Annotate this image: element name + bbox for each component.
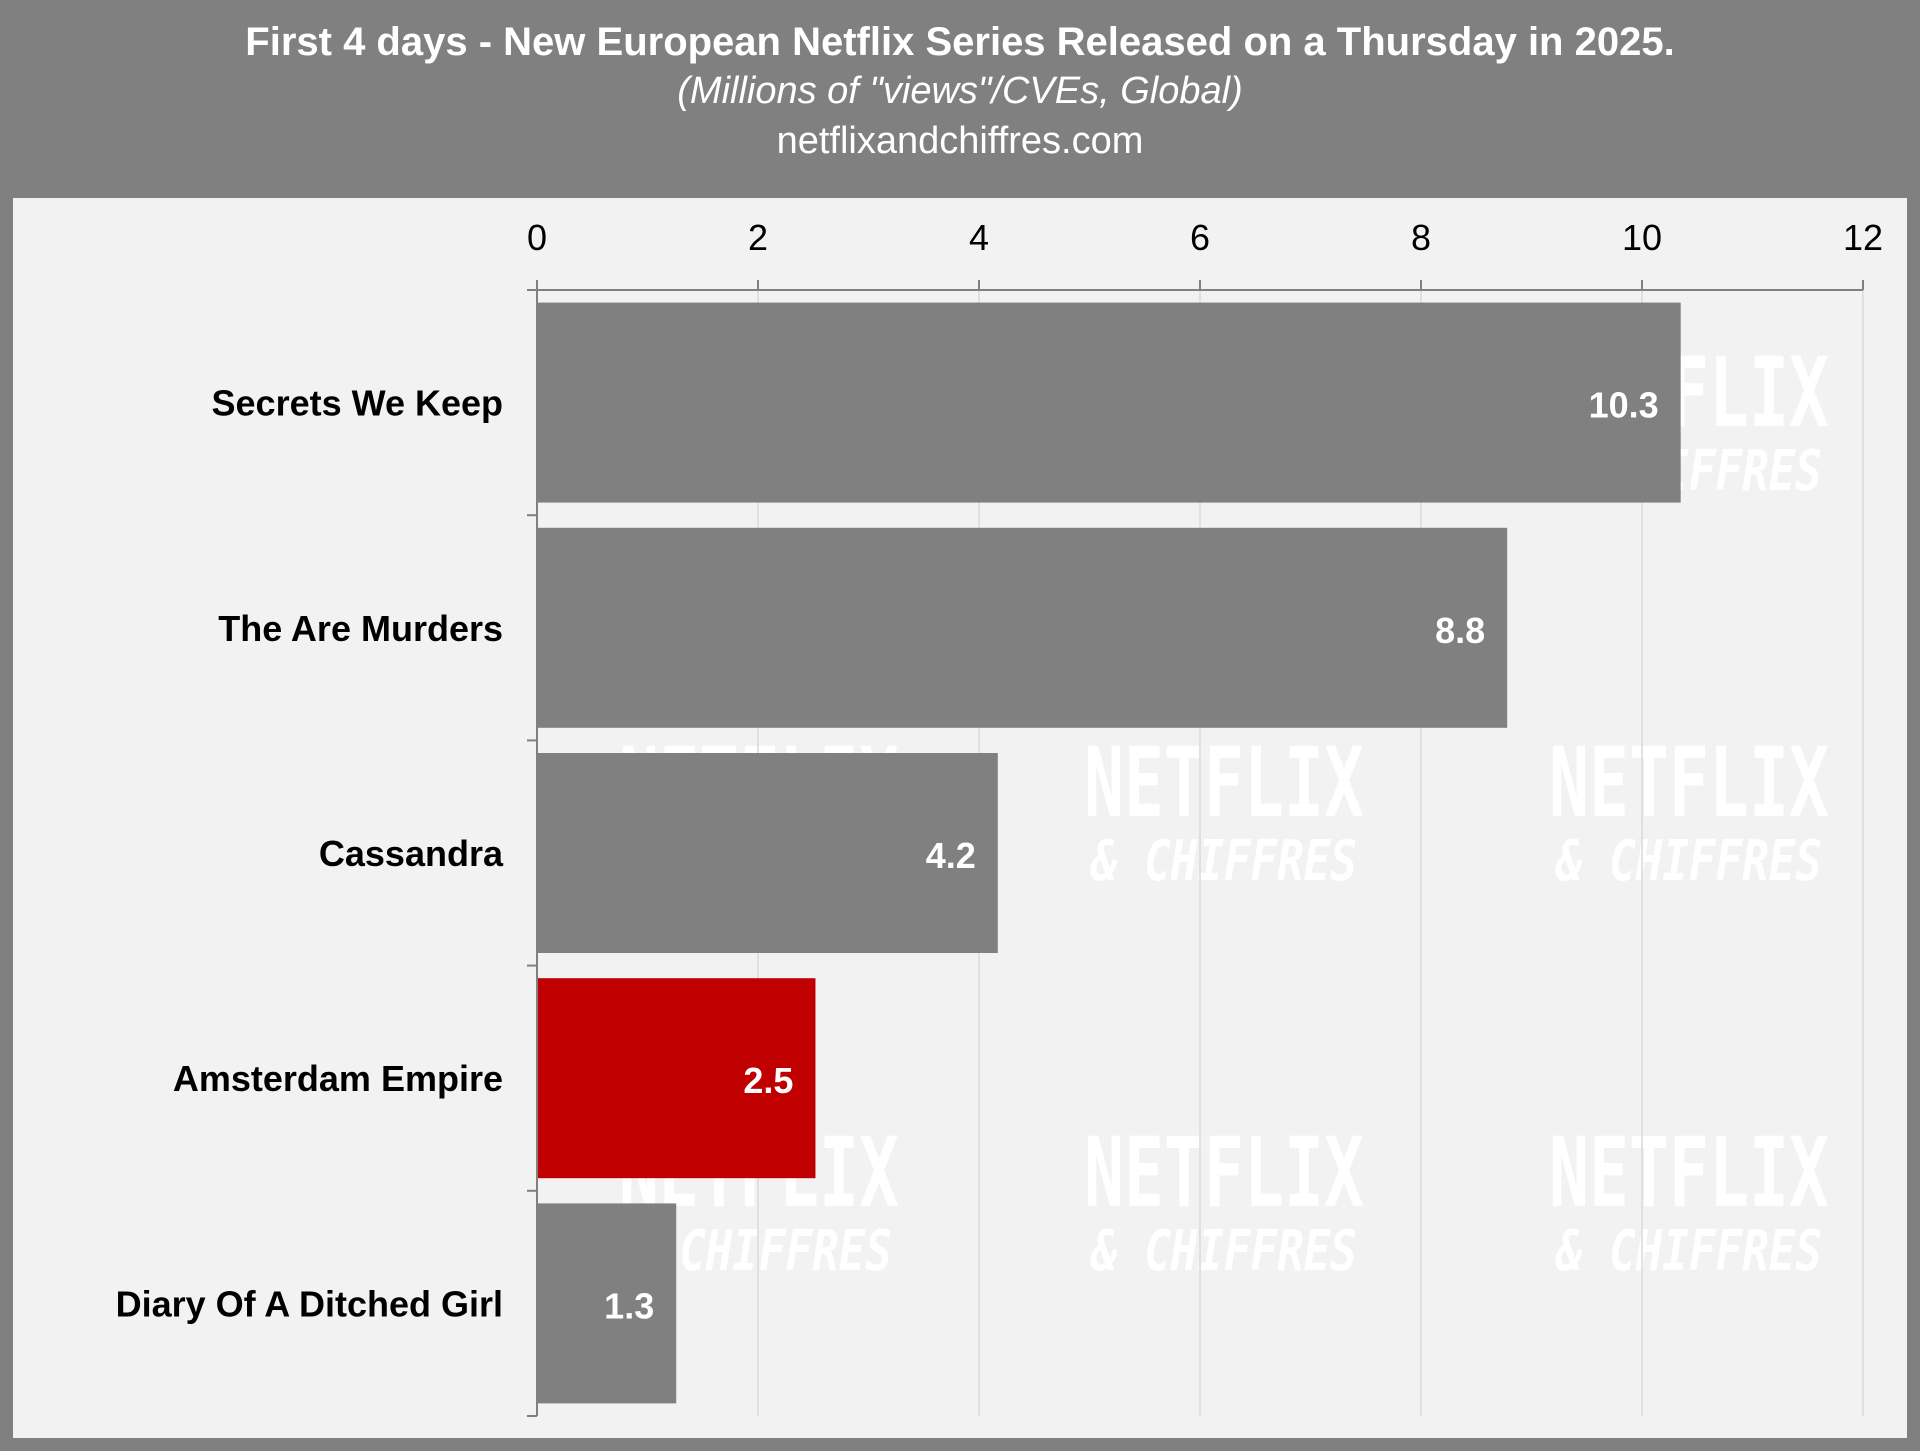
value-label-2: 4.2	[926, 835, 976, 876]
watermark-2-1: NETFLIX& CHIFFRES	[1084, 1117, 1364, 1284]
bar-0	[537, 302, 1681, 503]
watermark-chiffres-text: & CHIFFRES	[1555, 1219, 1822, 1284]
tick-label-2: 2	[748, 217, 768, 258]
category-label-4: Diary Of A Ditched Girl	[116, 1283, 503, 1324]
tick-label-12: 12	[1843, 217, 1883, 258]
chart-title: First 4 days - New European Netflix Seri…	[245, 20, 1675, 64]
category-label-2: Cassandra	[319, 833, 504, 874]
tick-label-10: 10	[1622, 217, 1662, 258]
tick-label-4: 4	[969, 217, 989, 258]
bar-3	[537, 978, 816, 1179]
category-label-1: The Are Murders	[218, 608, 503, 649]
watermark-1-2: NETFLIX& CHIFFRES	[1549, 727, 1829, 894]
value-label-3: 2.5	[743, 1060, 793, 1101]
category-labels: Secrets We Keep The Are Murders Cassandra A…	[116, 383, 504, 1325]
watermark-chiffres-text: & CHIFFRES	[1090, 829, 1357, 894]
chart-subtitle: (Millions of "views"/CVEs, Global)	[677, 70, 1243, 112]
value-labels: 10.3 8.8 4.2 2.5 1.3	[604, 385, 1658, 1327]
watermark-netflix-text: NETFLIX	[1084, 727, 1364, 839]
bar-2	[537, 753, 998, 953]
value-label-4: 1.3	[604, 1285, 654, 1326]
bar-1	[537, 527, 1508, 728]
watermark-2-2: NETFLIX& CHIFFRES	[1549, 1117, 1829, 1284]
tick-label-0: 0	[527, 217, 547, 258]
x-axis: 0 2 4 6 8 10 12	[527, 217, 1883, 1417]
tick-label-6: 6	[1190, 217, 1210, 258]
chart-source: netflixandchiffres.com	[776, 120, 1144, 162]
watermark-netflix-text: NETFLIX	[1084, 1117, 1364, 1229]
value-label-0: 10.3	[1589, 385, 1659, 426]
watermark-chiffres-text: & CHIFFRES	[1555, 829, 1822, 894]
bars	[537, 302, 1681, 1404]
value-label-1: 8.8	[1435, 610, 1485, 651]
chart-header: First 4 days - New European Netflix Seri…	[0, 0, 1920, 198]
category-label-0: Secrets We Keep	[212, 383, 503, 424]
bar-4	[537, 1203, 677, 1404]
category-label-3: Amsterdam Empire	[173, 1058, 503, 1099]
watermark-chiffres-text: & CHIFFRES	[1090, 1219, 1357, 1284]
tick-label-8: 8	[1411, 217, 1431, 258]
chart-panel: NETFLIX & CHIFFRES NETFLIX & CHIFFRES NETFLI…	[13, 198, 1907, 1438]
watermark-netflix-text: NETFLIX	[1549, 1117, 1829, 1229]
watermark-netflix-text: NETFLIX	[1549, 727, 1829, 839]
watermark-1-1: NETFLIX& CHIFFRES	[1084, 727, 1364, 894]
